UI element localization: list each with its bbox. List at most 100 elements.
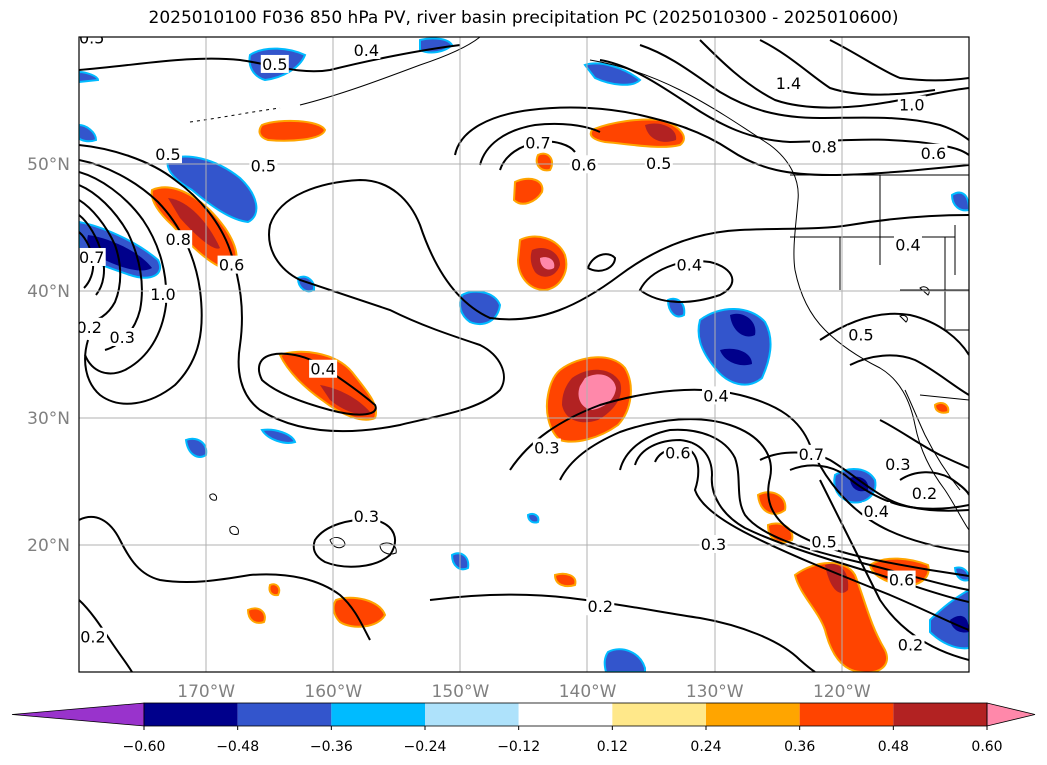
pv-contour xyxy=(79,159,203,405)
pv-contour xyxy=(879,419,969,469)
pv-contour xyxy=(699,39,969,109)
baja-coast xyxy=(904,389,961,491)
contour-label: 0.8 xyxy=(165,230,190,249)
colorbar-segment xyxy=(612,703,706,726)
pv-contour xyxy=(479,122,601,166)
lon-tick-label: 160°W xyxy=(304,682,362,702)
precip-area xyxy=(793,562,888,672)
contour-label-bg xyxy=(532,438,561,457)
contour-label-bg xyxy=(810,137,839,156)
contour-label: 0.5 xyxy=(646,154,671,173)
contour-label: 0.2 xyxy=(912,484,937,503)
contour-label: 0.5 xyxy=(848,325,873,344)
alaska-coast xyxy=(299,37,481,106)
contour-label-bg xyxy=(910,484,939,503)
precip-area xyxy=(583,62,642,86)
lon-tick-label: 120°W xyxy=(813,682,871,702)
colorbar-tick-label: 0.24 xyxy=(690,739,721,755)
colorbar-segment xyxy=(893,703,987,726)
contour-label-bg xyxy=(217,255,246,274)
contour-label-bg xyxy=(260,54,289,73)
pv-contour xyxy=(829,39,969,82)
contour-label-bg xyxy=(663,443,692,462)
contour-label-bg xyxy=(523,133,552,152)
contour-label: 0.5 xyxy=(251,157,276,176)
contour-label: 0.6 xyxy=(571,155,596,174)
contour-label: 0.4 xyxy=(703,386,728,405)
pv-contour xyxy=(638,260,734,303)
contour-label-bg xyxy=(701,386,730,405)
contour-label: 0.3 xyxy=(701,535,726,554)
contour-label-bg xyxy=(774,73,803,92)
lon-tick-label: 150°W xyxy=(432,682,490,702)
contour-label: 0.7 xyxy=(79,248,104,267)
contour-label: 0.6 xyxy=(921,144,946,163)
pv-contour xyxy=(79,199,122,323)
contour-label-bg xyxy=(699,535,728,553)
colorbar-segment xyxy=(331,703,425,726)
colorbar-segment xyxy=(799,703,894,726)
pv-contour xyxy=(899,471,969,496)
pv-contour xyxy=(819,312,969,356)
pv-contour xyxy=(79,171,168,375)
contour-label: 0.4 xyxy=(895,235,920,254)
precip-area xyxy=(168,198,220,249)
precip-area xyxy=(526,512,540,524)
contour-label: 0.3 xyxy=(534,438,559,457)
colorbar-tick-label: −0.24 xyxy=(404,739,447,755)
contour-label: 0.6 xyxy=(219,256,244,275)
colorbar-segment xyxy=(237,703,332,726)
precip-area xyxy=(268,583,281,597)
precip-area xyxy=(850,476,869,492)
contour-label-bg xyxy=(644,154,673,172)
contour-label-bg xyxy=(797,444,826,463)
precip-area xyxy=(332,596,387,628)
precip-area xyxy=(258,119,327,142)
contour-label: 0.5 xyxy=(79,28,104,47)
contour-label: 1.0 xyxy=(899,96,924,115)
precip-positive-areas xyxy=(150,118,950,672)
pv-contour xyxy=(509,388,969,553)
us-state-borders xyxy=(790,175,969,331)
contour-label-bg xyxy=(810,532,839,551)
colorbar-tick-label: −0.12 xyxy=(497,739,540,755)
contour-label-bg xyxy=(919,143,948,162)
contour-label-bg xyxy=(164,230,193,249)
pv-contour xyxy=(79,515,371,641)
contour-label: 0.4 xyxy=(677,256,702,275)
colorbar-frame xyxy=(143,702,988,727)
contour-label: 0.4 xyxy=(354,41,379,60)
precip-area xyxy=(512,177,544,205)
small-islands xyxy=(209,286,930,535)
colorbar-tick-label: −0.60 xyxy=(123,739,166,755)
contour-label: 0.7 xyxy=(525,134,550,153)
colorbar-tick-label: −0.48 xyxy=(216,739,259,755)
contour-label-bg xyxy=(79,37,106,47)
contour-label-bg xyxy=(896,635,925,654)
pv-contour xyxy=(639,44,969,141)
pv-contour xyxy=(429,593,816,672)
contour-label: 0.5 xyxy=(262,55,287,74)
contour-label: 0.6 xyxy=(665,444,690,463)
pv-contour xyxy=(849,354,969,396)
colorbar-tick-label: −0.36 xyxy=(310,739,353,755)
contour-label: 1.0 xyxy=(150,285,175,304)
contour-labels: 0.5 0.5 0.4 0.5 0.5 0.8 0.6 0.7 1.0 0.2 0.3 0.4 0.7 0… xyxy=(79,28,948,654)
contour-label-bg xyxy=(249,156,278,175)
precip-area xyxy=(87,235,152,271)
contour-label-bg xyxy=(569,155,598,174)
contour-label-bg xyxy=(897,95,926,114)
map-frame xyxy=(78,36,970,673)
precip-area xyxy=(578,374,616,410)
lat-tick-label: 20°N xyxy=(27,536,70,556)
pv-contour xyxy=(586,253,617,272)
colorbar-segment xyxy=(518,703,613,726)
contour-label: 0.5 xyxy=(811,532,836,551)
contour-label: 0.3 xyxy=(110,328,135,347)
mexico-border xyxy=(919,394,969,401)
contour-label-bg xyxy=(883,454,912,473)
pv-contour xyxy=(619,428,969,591)
contour-label-bg xyxy=(79,317,104,336)
pv-contour xyxy=(559,418,969,577)
pv-contour xyxy=(79,599,133,672)
